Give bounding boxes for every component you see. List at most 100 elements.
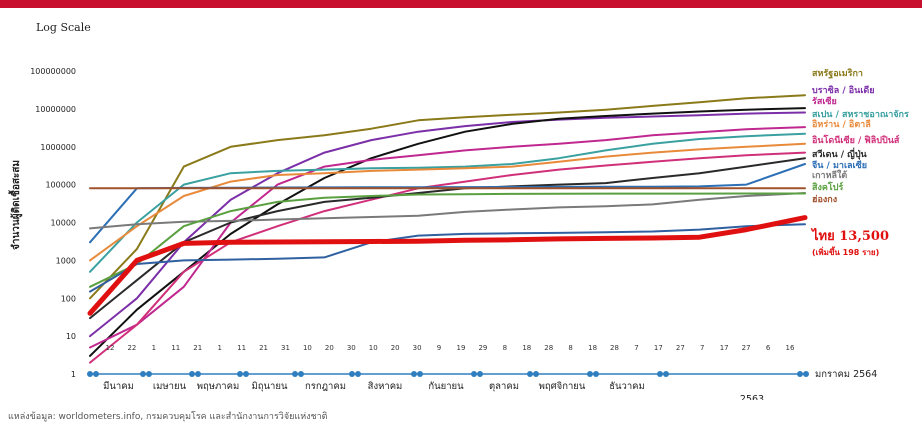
scale-label: Log Scale: [36, 21, 91, 34]
x-tick-label: 29: [478, 344, 487, 352]
year-label: 2563: [740, 394, 764, 400]
month-marker: [298, 371, 304, 377]
month-marker: [803, 371, 809, 377]
series-line: [89, 192, 806, 230]
x-tick-label: 8: [503, 344, 507, 352]
legend-label: อิหร่าน / อิตาลี: [811, 119, 870, 130]
x-tick-label: 20: [325, 344, 334, 352]
legend-label: จีน / มาเลเซีย: [811, 160, 867, 171]
month-marker: [93, 371, 99, 377]
month-marker: [593, 371, 599, 377]
month-label: กันยายน: [428, 381, 464, 392]
legend-label: ฮ่องกง: [812, 194, 837, 205]
series-line: [87, 215, 808, 316]
x-tick-label: 21: [259, 344, 268, 352]
x-tick-label: 28: [610, 344, 619, 352]
y-tick-label: 100: [61, 294, 76, 303]
month-label: กรกฎาคม: [305, 381, 346, 392]
month-marker: [237, 371, 243, 377]
month-marker: [146, 371, 152, 377]
legend-label: บราซิล / อินเดีย: [812, 85, 875, 96]
month-marker: [587, 371, 593, 377]
y-axis-label: จำนวนผู้ติดเชื้อสะสม: [8, 160, 23, 250]
month-marker: [349, 371, 355, 377]
legend-label: สเปน / สหราชอาณาจักร: [812, 109, 909, 120]
x-tick-label: 28: [544, 344, 553, 352]
x-tick-label: 12: [106, 344, 115, 352]
y-tick-label: 10000: [51, 219, 76, 228]
series-line: [89, 151, 806, 364]
x-tick-label: 7: [700, 344, 704, 352]
month-marker: [411, 371, 417, 377]
month-marker: [797, 371, 803, 377]
month-marker: [355, 371, 361, 377]
y-tick-label: 1: [71, 370, 76, 379]
month-marker: [87, 371, 93, 377]
x-tick-label: 27: [676, 344, 685, 352]
header-bar: [0, 0, 922, 8]
month-marker: [657, 371, 663, 377]
y-tick-label: 1000000: [40, 143, 76, 152]
series-line: [89, 126, 806, 349]
x-tick-label: 19: [457, 344, 466, 352]
month-label: พฤษภาคม: [197, 381, 240, 392]
month-marker: [195, 371, 201, 377]
x-tick-label: 6: [766, 344, 771, 352]
x-axis: 12 22 1 11 21 1 11 21 31 10 20 30 10 20 30 9 19 29 8 18 28 8 1…: [87, 344, 877, 400]
month-marker: [140, 371, 146, 377]
series-lines: [87, 94, 808, 364]
x-tick-label: 31: [281, 344, 290, 352]
series-line: [89, 192, 806, 288]
month-marker: [663, 371, 669, 377]
x-tick-label: 10: [369, 344, 378, 352]
x-tick-label: 17: [720, 344, 729, 352]
legend-label: อินโดนีเซีย / ฟิลิปปินส์: [811, 134, 899, 146]
legend-label-thai: ไทย 13,500: [810, 227, 889, 244]
series-line: [89, 94, 806, 300]
x-tick-label: 10: [303, 344, 312, 352]
x-tick-label: 18: [522, 344, 531, 352]
series-line: [89, 157, 806, 320]
month-label: พฤศจิกายน: [539, 381, 586, 392]
x-tick-label: 22: [127, 344, 136, 352]
x-tick-label: 11: [237, 344, 246, 352]
line-chart: 1 10 100 1000 10000 100000 1000000 10000000 1000…: [8, 67, 909, 400]
month-marker: [471, 371, 477, 377]
x-tick-label: 17: [654, 344, 663, 352]
month-label: มิถุนายน: [252, 381, 288, 392]
series-line: [89, 111, 806, 338]
y-tick-label: 10: [66, 332, 76, 341]
month-label: ธันวาคม: [609, 381, 645, 392]
legend-label: สวีเดน / ญี่ปุ่น: [812, 147, 868, 160]
month-marker: [477, 371, 483, 377]
y-axis: 1 10 100 1000 10000 100000 1000000 10000000 1000…: [30, 67, 76, 379]
x-tick-label: 11: [171, 344, 180, 352]
y-tick-label: 10000000: [35, 105, 76, 114]
month-label: สิงหาคม: [367, 381, 402, 392]
y-tick-label: 100000: [45, 181, 76, 190]
series-line: [89, 132, 806, 273]
legend-label: สิงคโปร์: [811, 181, 843, 193]
month-label: มกราคม 2564: [815, 369, 877, 380]
month-marker: [189, 371, 195, 377]
x-tick-label: 21: [193, 344, 202, 352]
source-note: แหล่งข้อมูล: worldometers.info, กรมควบคุ…: [8, 412, 328, 422]
x-tick-label: 7: [634, 344, 638, 352]
month-label: มีนาคม: [103, 380, 134, 392]
thai-note: (เพิ่มขึ้น 198 ราย): [812, 246, 879, 257]
month-label: ตุลาคม: [489, 381, 519, 392]
month-label: เมษายน: [153, 381, 187, 392]
y-tick-label: 1000: [56, 256, 76, 265]
series-line: [89, 223, 806, 293]
month-marker: [243, 371, 249, 377]
x-tick-label: 18: [588, 344, 597, 352]
legend-label: เกาหลีใต้: [812, 169, 847, 181]
x-tick-label: 9: [437, 344, 441, 352]
series-line: [89, 107, 806, 357]
legend-label: สหรัฐอเมริกา: [812, 68, 863, 79]
legend-label: รัสเซีย: [812, 96, 837, 107]
x-tick-label: 30: [347, 344, 356, 352]
month-marker: [527, 371, 533, 377]
month-marker: [417, 371, 423, 377]
